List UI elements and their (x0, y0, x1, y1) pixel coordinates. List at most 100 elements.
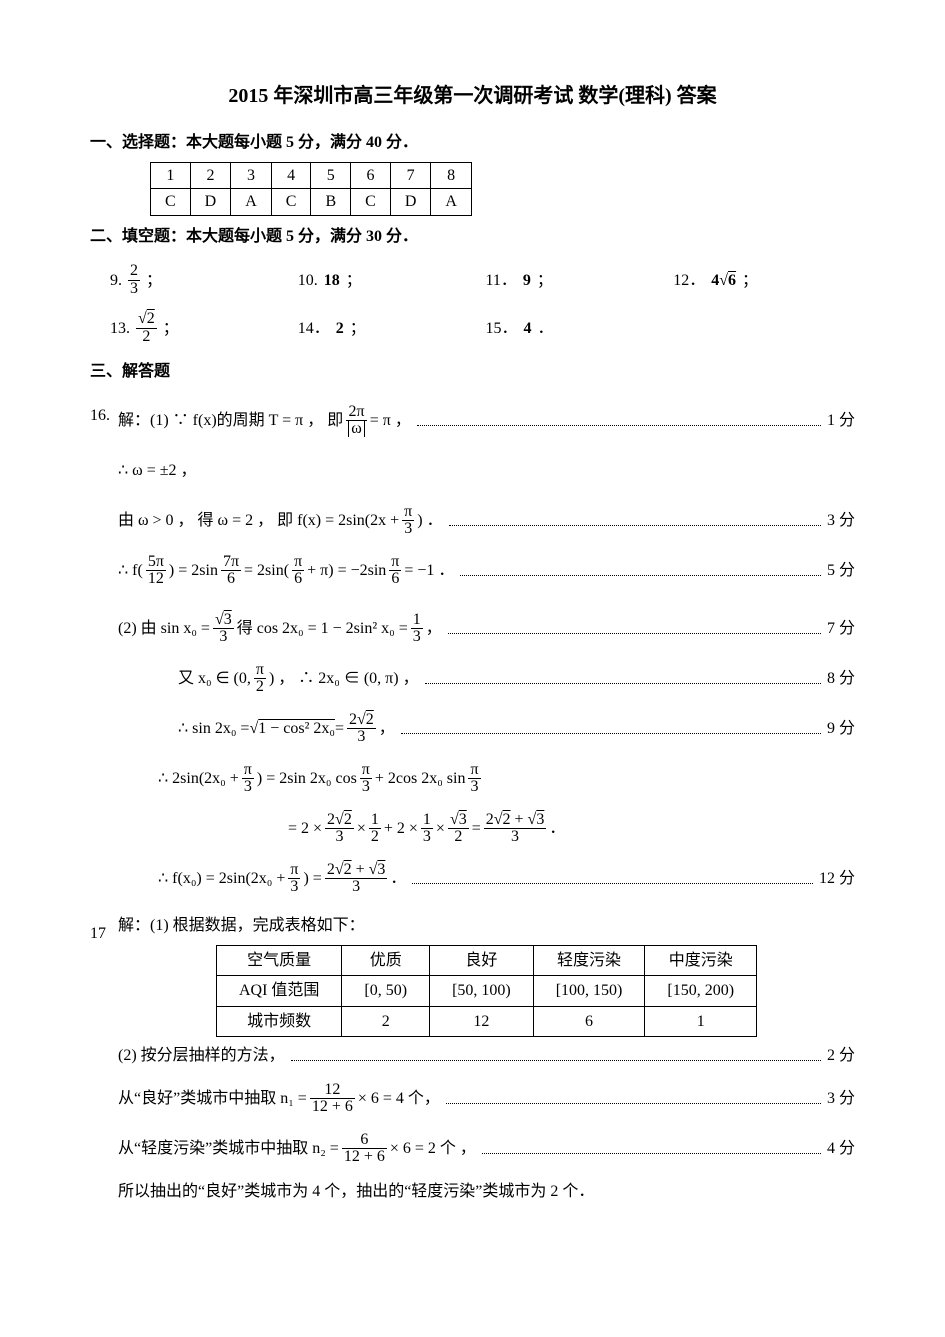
cell: 1 (645, 1006, 757, 1037)
step-line: ∴ f(x₀) = 2sin(2x₀ + π3 ) = 2√2 + √33 ． … (158, 859, 855, 899)
suffix: ； (742, 268, 758, 294)
section3-heading: 三、解答题 (90, 359, 855, 385)
math-text: ∴ f(x₀) = 2sin(2x₀ + (158, 866, 285, 892)
cell: [50, 100) (430, 976, 534, 1007)
step-line: (2) 由 sin x₀ = √33 得 cos 2x₀ = 1 − 2sin²… (118, 609, 855, 649)
fraction: 23 (128, 263, 140, 298)
section1-heading: 一、选择题：本大题每小题 5 分，满分 40 分． (90, 130, 855, 156)
math-text: 又 x₀ ∈ (0, (178, 666, 251, 692)
q9: 9. 23 ； (110, 259, 284, 301)
fraction: π3 (360, 762, 372, 797)
q12: 12． 4√6 ； (673, 259, 847, 301)
fraction: 2√2 + √33 (484, 812, 547, 847)
step-line: 解：(1) 根据数据，完成表格如下： (118, 913, 855, 939)
fraction: 2√23 (325, 812, 354, 847)
col-num: 1 (151, 162, 191, 189)
q17: 17 解：(1) 根据数据，完成表格如下： 空气质量 优质 良好 轻度污染 中度… (90, 909, 855, 1215)
fill-in-grid: 9. 23 ； 10. 18 ； 11． 9 ； 12． 4√6 ； 13. √… (110, 259, 847, 349)
math-text: = (335, 716, 344, 742)
dot-leader (449, 516, 821, 526)
cell: [0, 50) (342, 976, 430, 1007)
cell: [150, 200) (645, 976, 757, 1007)
table-row: 城市频数 2 12 6 1 (216, 1006, 756, 1037)
math-text: = 2 × (288, 816, 322, 842)
mc-answer: D (190, 189, 231, 216)
step-line: ∴ ω = ±2 ， (118, 451, 855, 491)
mc-answer: C (351, 189, 391, 216)
mc-answer: D (390, 189, 431, 216)
fraction: 2πω (346, 404, 367, 439)
cell: 轻度污染 (533, 945, 645, 976)
score-mark: 9 分 (827, 716, 855, 742)
math-text: 解：(1) ∵ f(x)的周期 T = π ， 即 (118, 408, 343, 434)
fraction: π3 (288, 862, 300, 897)
math-text: ∴ f( (118, 558, 143, 584)
dot-leader (446, 1094, 821, 1104)
score-mark: 5 分 (827, 558, 855, 584)
score-mark: 4 分 (827, 1136, 855, 1162)
q-number: 16. (90, 391, 118, 429)
score-mark: 12 分 (819, 866, 855, 892)
col-num: 8 (431, 162, 472, 189)
answer-val: 18 (324, 268, 340, 294)
col-num: 2 (190, 162, 231, 189)
step-line: 由 ω > 0 ， 得 ω = 2 ， 即 f(x) = 2sin(2x + π… (118, 501, 855, 541)
score-mark: 8 分 (827, 666, 855, 692)
step-line: 从“良好”类城市中抽取 n₁ = 1212 + 6 × 6 = 4 个， 3 分 (118, 1079, 855, 1119)
col-num: 6 (351, 162, 391, 189)
math-text: ∴ 2sin(2x₀ + (158, 766, 239, 792)
cell: 6 (533, 1006, 645, 1037)
math-text: ) ． (417, 508, 442, 534)
dot-leader (448, 624, 821, 634)
fraction: 612 + 6 (342, 1132, 387, 1167)
cell: 空气质量 (216, 945, 341, 976)
suffix: ； (537, 268, 553, 294)
fraction: 2√23 (347, 712, 376, 747)
math-text: 由 ω > 0 ， 得 ω = 2 ， 即 f(x) = 2sin(2x + (118, 508, 399, 534)
math-text: + π) = −2sin (307, 558, 386, 584)
q-label: 15． (486, 316, 518, 342)
math-text: + 2 × (384, 816, 418, 842)
answer-val: 4√6 (711, 268, 736, 294)
table-row: 空气质量 优质 良好 轻度污染 中度污染 (216, 945, 756, 976)
score-mark: 2 分 (827, 1043, 855, 1069)
q13: 13. √22 ； (110, 307, 284, 349)
section2-heading: 二、填空题：本大题每小题 5 分，满分 30 分． (90, 224, 855, 250)
aqi-table: 空气质量 优质 良好 轻度污染 中度污染 AQI 值范围 [0, 50) [50… (216, 945, 757, 1038)
fraction: √33 (213, 612, 234, 647)
math-text: ， (379, 716, 395, 742)
math-text: ) ， ∴ 2x₀ ∈ (0, π) ， (269, 666, 419, 692)
math-text: (2) 按分层抽样的方法， (118, 1043, 285, 1069)
mc-answer-table: 1 2 3 4 5 6 7 8 C D A C B C D A (150, 162, 472, 216)
math-text: 解：(1) 根据数据，完成表格如下： (118, 913, 365, 939)
fraction: 13 (421, 812, 433, 847)
math-text: ． (549, 816, 565, 842)
math-text: × (436, 816, 445, 842)
cell: 中度污染 (645, 945, 757, 976)
dot-leader (425, 674, 821, 684)
q-label: 13. (110, 316, 130, 342)
score-mark: 7 分 (827, 616, 855, 642)
fraction: π6 (292, 554, 304, 589)
math-text: = −1 ． (404, 558, 454, 584)
step-line: ∴ f( 5π12 ) = 2sin 7π6 = 2sin( π6 + π) =… (118, 551, 855, 591)
suffix: ； (346, 268, 362, 294)
mc-answer: C (271, 189, 311, 216)
fraction: 7π6 (221, 554, 241, 589)
q-label: 11． (486, 268, 517, 294)
dot-leader (401, 724, 821, 734)
dot-leader (482, 1144, 821, 1154)
table-row: 1 2 3 4 5 6 7 8 (151, 162, 472, 189)
step-line: 解：(1) ∵ f(x)的周期 T = π ， 即 2πω = π ， 1 分 (118, 401, 855, 441)
answer-val: 9 (523, 268, 531, 294)
suffix: ； (146, 268, 162, 294)
step-line: 又 x₀ ∈ (0, π2 ) ， ∴ 2x₀ ∈ (0, π) ， 8 分 (178, 659, 855, 699)
math-text: 所以抽出的“良好”类城市为 4 个，抽出的“轻度污染”类城市为 2 个． (118, 1179, 594, 1205)
dot-leader (291, 1051, 821, 1061)
q11: 11． 9 ； (486, 259, 660, 301)
fraction: 2√2 + √33 (325, 862, 388, 897)
math-text: ． (390, 866, 406, 892)
cell: 优质 (342, 945, 430, 976)
math-text: ) = (303, 866, 321, 892)
math-text: = (472, 816, 481, 842)
